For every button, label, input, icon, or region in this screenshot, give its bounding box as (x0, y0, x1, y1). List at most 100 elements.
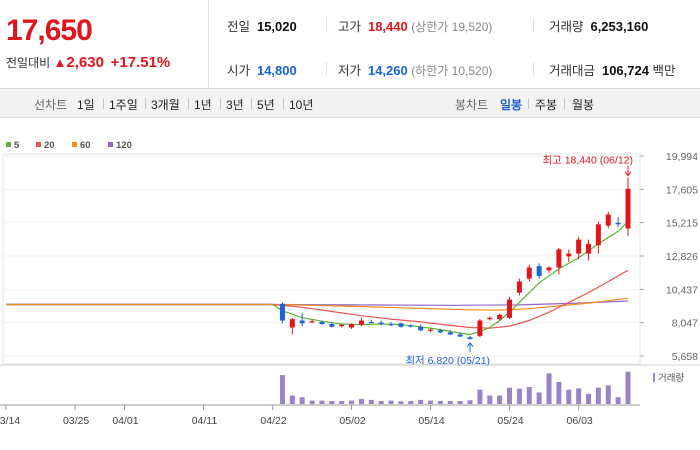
candle-body (566, 253, 572, 257)
legend-swatch-20 (36, 142, 41, 147)
divider (326, 18, 327, 32)
legend-label-5: 5 (14, 140, 20, 151)
x-tick-label: 05/02 (339, 415, 365, 427)
high-label: 고가 (338, 20, 362, 34)
x-tick-label: 03/14 (0, 415, 20, 427)
legend-label-60: 60 (80, 140, 91, 151)
volume-bar (536, 392, 542, 404)
x-tick-label: 03/25 (63, 415, 89, 427)
volume-bar (556, 381, 562, 404)
candle-body (615, 222, 621, 225)
volume-bar (428, 400, 434, 404)
tab-weekly[interactable]: 주봉 (535, 98, 558, 112)
candle-body (398, 323, 404, 327)
volume-bar (358, 398, 364, 404)
x-tick-label: 04/22 (260, 415, 286, 427)
amount-value: 106,724 (601, 63, 649, 78)
high-price: 고가 18,440 (상한가 19,520) (338, 16, 492, 35)
y-tick-label: 17,605 (666, 184, 698, 196)
volume-bars: 거래량 (279, 371, 684, 404)
quote-header: 17,650 전일대비 ▲2,630 +17.51% 전일 15,020 고가 … (0, 0, 700, 89)
candle-body (507, 299, 513, 318)
chart-tabs: 선차트 1일 1주일 3개월 1년 3년 5년 10년 봉차트 일봉 주봉 월봉 (0, 89, 700, 118)
candle-body (497, 314, 503, 320)
candle-chart-label: 봉차트 (455, 98, 489, 112)
candle-body (556, 249, 562, 268)
divider (528, 98, 529, 109)
volume-bar (507, 387, 513, 404)
divider (564, 98, 565, 109)
price-grid (3, 155, 640, 357)
low-value: 14,260 (367, 63, 408, 78)
candle-body (349, 324, 355, 328)
y-tick-label: 8,047 (672, 318, 698, 330)
candle-body (289, 319, 295, 328)
volume-value: 6,253,160 (590, 19, 649, 34)
volume-bar (516, 388, 522, 404)
ma-legend: 5 20 60 120 (6, 140, 132, 151)
lower-limit: (하한가 10,520) (411, 64, 493, 78)
y-axis-ticks: 19,994 17,605 15,215 12,826 10,437 8,047 5,658 (640, 151, 698, 363)
tab-monthly[interactable]: 월봉 (572, 98, 595, 112)
candle-body (595, 224, 601, 246)
volume-bar (576, 388, 582, 404)
volume-legend-swatch (653, 373, 655, 382)
tab-daily[interactable]: 일봉 (500, 98, 523, 112)
up-arrow-icon: ▲ (53, 55, 67, 70)
volume-bar (566, 389, 572, 404)
x-tick-label: 04/11 (192, 415, 218, 427)
tab-10y[interactable]: 10년 (289, 98, 314, 112)
volume-bar (279, 375, 285, 404)
open-price: 시가 14,800 (227, 60, 297, 79)
volume-bar (457, 400, 463, 404)
legend-label-120: 120 (116, 140, 132, 151)
tab-1y[interactable]: 1년 (194, 98, 212, 112)
ma20-line (272, 269, 629, 329)
price-chart: 5 20 60 120 19,994 17,605 15,215 12,826 10,437 8… (0, 140, 700, 427)
y-tick-label: 15,215 (666, 218, 698, 230)
amount-label: 거래대금 (549, 64, 596, 78)
tab-1d[interactable]: 1일 (77, 98, 95, 112)
volume: 거래량 6,253,160 (549, 16, 648, 35)
divider (188, 98, 189, 109)
low-label: 저가 (338, 64, 362, 78)
volume-bar (467, 400, 473, 404)
volume-bar (625, 371, 631, 404)
open-value: 14,800 (256, 63, 297, 78)
volume-bar (289, 395, 295, 404)
volume-bar (378, 400, 384, 404)
candle-body (526, 267, 532, 279)
candle-body (586, 243, 592, 254)
candle-body (576, 239, 582, 254)
volume-bar (339, 400, 345, 404)
candle-body (605, 214, 611, 226)
tab-3m[interactable]: 3개월 (151, 98, 180, 112)
volume-label: 거래량 (549, 20, 584, 34)
candle-body (339, 324, 345, 327)
candle-body (299, 320, 305, 324)
volume-bar (526, 387, 532, 404)
candle-body (319, 321, 325, 325)
candle-body (378, 322, 384, 325)
candle-body (516, 281, 522, 293)
volume-bar (447, 400, 453, 404)
price-plot-frame (2, 153, 641, 365)
divider (220, 98, 221, 109)
volume-bar (586, 393, 592, 404)
candle-body (437, 330, 443, 333)
volume-bar (437, 400, 443, 404)
tab-3y[interactable]: 3년 (226, 98, 244, 112)
high-annotation: 최고 18,440 (06/12) (542, 155, 633, 167)
tab-1w[interactable]: 1주일 (109, 98, 138, 112)
legend-swatch-60 (72, 142, 77, 147)
volume-bar (595, 387, 601, 404)
y-tick-label: 5,658 (672, 351, 698, 363)
tab-5y[interactable]: 5년 (257, 98, 275, 112)
x-tick-label: 05/24 (497, 415, 523, 427)
candle-body (408, 325, 414, 327)
open-label: 시가 (227, 64, 251, 78)
line-chart-label: 선차트 (34, 98, 68, 112)
legend-label-20: 20 (44, 140, 55, 151)
volume-bar (329, 400, 335, 404)
moving-averages (6, 221, 629, 336)
